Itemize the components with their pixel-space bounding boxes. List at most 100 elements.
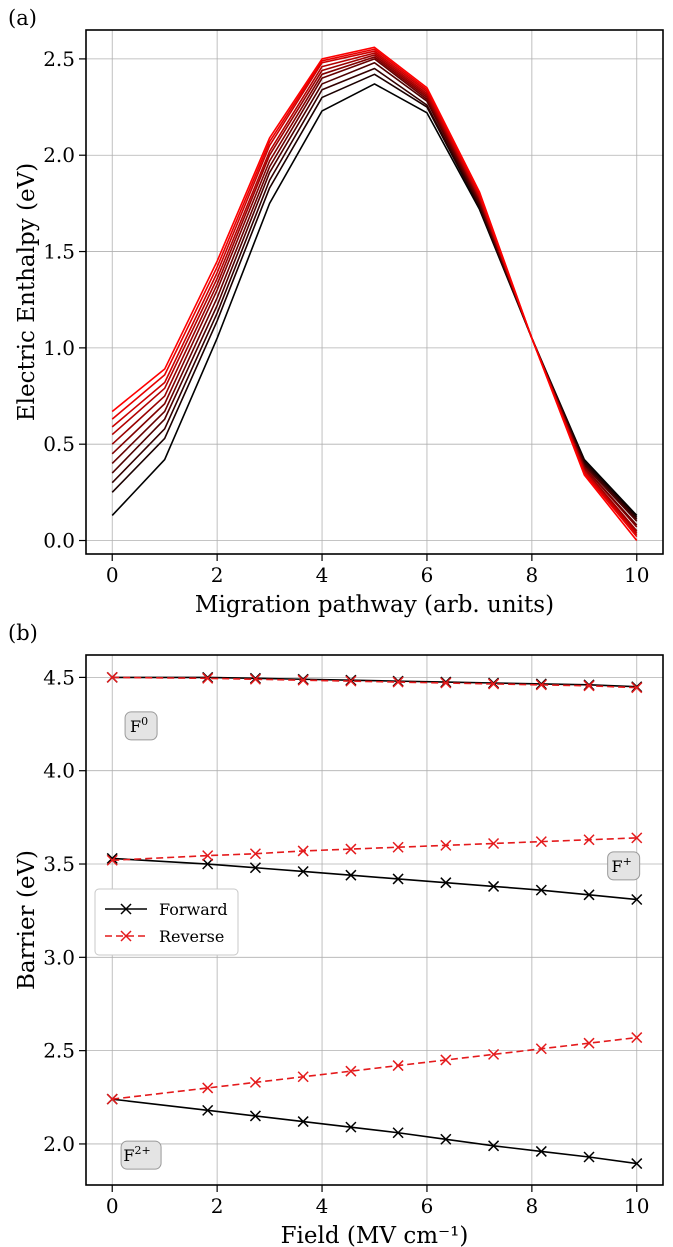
marker-stroke bbox=[106, 671, 118, 683]
marker-stroke bbox=[631, 1032, 643, 1044]
data-point-marker bbox=[345, 843, 357, 855]
data-point-marker bbox=[535, 884, 547, 896]
data-point-marker bbox=[631, 682, 643, 694]
x-tick-label: 8 bbox=[525, 563, 538, 587]
marker-stroke bbox=[631, 893, 643, 906]
data-point-marker bbox=[583, 1151, 595, 1163]
panel-a: 0 2 4 6 8 10 0.0 0.5 1.0 1.5 2.0 2.5 Migration pathw… bbox=[8, 6, 664, 618]
x-tick-label: 0 bbox=[106, 563, 119, 587]
data-point-marker bbox=[249, 848, 261, 860]
x-axis-label: Migration pathway (arb. units) bbox=[195, 592, 554, 618]
data-point-marker bbox=[440, 877, 452, 889]
marker-stroke bbox=[297, 1116, 309, 1128]
enthalpy-curve-7 bbox=[111, 52, 638, 534]
marker-stroke bbox=[297, 674, 309, 686]
charge-state-sup: 2+ bbox=[135, 1144, 151, 1157]
data-point-marker bbox=[297, 1116, 309, 1128]
marker-stroke bbox=[535, 679, 547, 691]
data-point-marker bbox=[297, 845, 309, 857]
enthalpy-curve-2 bbox=[111, 67, 638, 520]
y-tick-label: 4.5 bbox=[43, 665, 75, 689]
charge-state-text: F+ bbox=[611, 855, 631, 876]
charge-state-box bbox=[124, 711, 158, 741]
x-tick-label: 2 bbox=[211, 1194, 224, 1218]
data-point-marker bbox=[440, 1133, 452, 1145]
marker-stroke bbox=[106, 1093, 118, 1105]
marker-stroke bbox=[249, 862, 261, 874]
data-point-marker bbox=[249, 673, 261, 685]
data-point-marker bbox=[440, 839, 452, 851]
enthalpy-curve-9 bbox=[111, 48, 638, 538]
y-tick-label: 2.0 bbox=[43, 1132, 75, 1156]
marker-stroke bbox=[345, 675, 357, 687]
charge-state-label: F2+ bbox=[120, 1140, 162, 1170]
charge-state-box bbox=[607, 851, 641, 881]
marker-stroke bbox=[392, 1060, 404, 1072]
marker-stroke bbox=[297, 1071, 309, 1083]
data-point-marker bbox=[297, 1071, 309, 1083]
panel-label: (a) bbox=[8, 6, 37, 30]
x-tick-label: 10 bbox=[624, 1194, 649, 1218]
marker-stroke bbox=[249, 1110, 261, 1122]
x-tick-label: 2 bbox=[211, 563, 224, 587]
marker-stroke bbox=[583, 1037, 595, 1049]
data-point-marker bbox=[106, 854, 118, 866]
marker-stroke bbox=[440, 677, 452, 689]
data-point-marker bbox=[535, 1043, 547, 1055]
charge-state-text: F2+ bbox=[123, 1144, 150, 1165]
data-point-marker bbox=[631, 1032, 643, 1044]
marker-stroke bbox=[631, 682, 643, 694]
enthalpy-curve-0 bbox=[111, 83, 638, 517]
enthalpy-curve-6 bbox=[111, 54, 638, 532]
charge-state-base: F bbox=[130, 717, 141, 736]
marker-stroke bbox=[202, 850, 214, 862]
data-point-marker bbox=[392, 841, 404, 853]
data-point-marker bbox=[249, 1110, 261, 1122]
x-tick-label: 4 bbox=[316, 563, 329, 587]
data-point-marker bbox=[488, 837, 500, 850]
marker-stroke bbox=[106, 854, 118, 866]
data-point-marker bbox=[631, 1158, 643, 1170]
x-tick-label: 6 bbox=[421, 1194, 434, 1218]
y-tick-label: 2.5 bbox=[43, 47, 75, 71]
y-axis-label: Barrier (eV) bbox=[14, 850, 40, 990]
charge-state-label: F0 bbox=[124, 711, 158, 741]
data-point-marker bbox=[345, 869, 357, 881]
data-point-marker bbox=[583, 834, 595, 846]
data-point-marker bbox=[488, 678, 500, 690]
data-point-marker bbox=[106, 1093, 118, 1105]
data-point-marker bbox=[297, 865, 309, 878]
marker-stroke bbox=[249, 848, 261, 860]
barrier-line-fplus-reverse bbox=[112, 837, 637, 862]
data-point-marker bbox=[631, 832, 643, 844]
marker-stroke bbox=[345, 869, 357, 881]
marker-stroke bbox=[440, 1054, 452, 1066]
charge-state-sup: 0 bbox=[141, 715, 148, 728]
marker-stroke bbox=[392, 841, 404, 853]
marker-stroke bbox=[488, 837, 500, 850]
marker-stroke bbox=[392, 676, 404, 688]
marker-stroke bbox=[535, 1145, 547, 1157]
data-point-marker bbox=[631, 893, 643, 906]
barrier-line-f0-reverse bbox=[112, 676, 637, 689]
data-point-marker bbox=[583, 680, 595, 692]
data-point-marker bbox=[535, 1145, 547, 1157]
legend: Forward Reverse bbox=[94, 888, 239, 956]
plot-frame bbox=[85, 654, 664, 1186]
y-tick-label: 0.0 bbox=[43, 529, 75, 553]
barrier-line-f2plus-forward bbox=[112, 1098, 637, 1165]
charge-state-base: F bbox=[611, 857, 622, 876]
marker-stroke bbox=[202, 1082, 214, 1094]
marker-stroke bbox=[249, 1076, 261, 1088]
data-point-marker bbox=[535, 836, 547, 848]
data-point-marker bbox=[535, 679, 547, 691]
enthalpy-curve-1 bbox=[111, 73, 638, 518]
data-point-marker bbox=[106, 852, 118, 864]
y-tick-label: 3.0 bbox=[43, 945, 75, 969]
data-point-marker bbox=[202, 1104, 214, 1116]
marker-stroke bbox=[202, 1104, 214, 1116]
data-point-marker bbox=[345, 1065, 357, 1077]
panel-label: (b) bbox=[8, 621, 38, 645]
data-point-marker bbox=[392, 1127, 404, 1139]
y-tick-label: 3.5 bbox=[43, 852, 75, 876]
